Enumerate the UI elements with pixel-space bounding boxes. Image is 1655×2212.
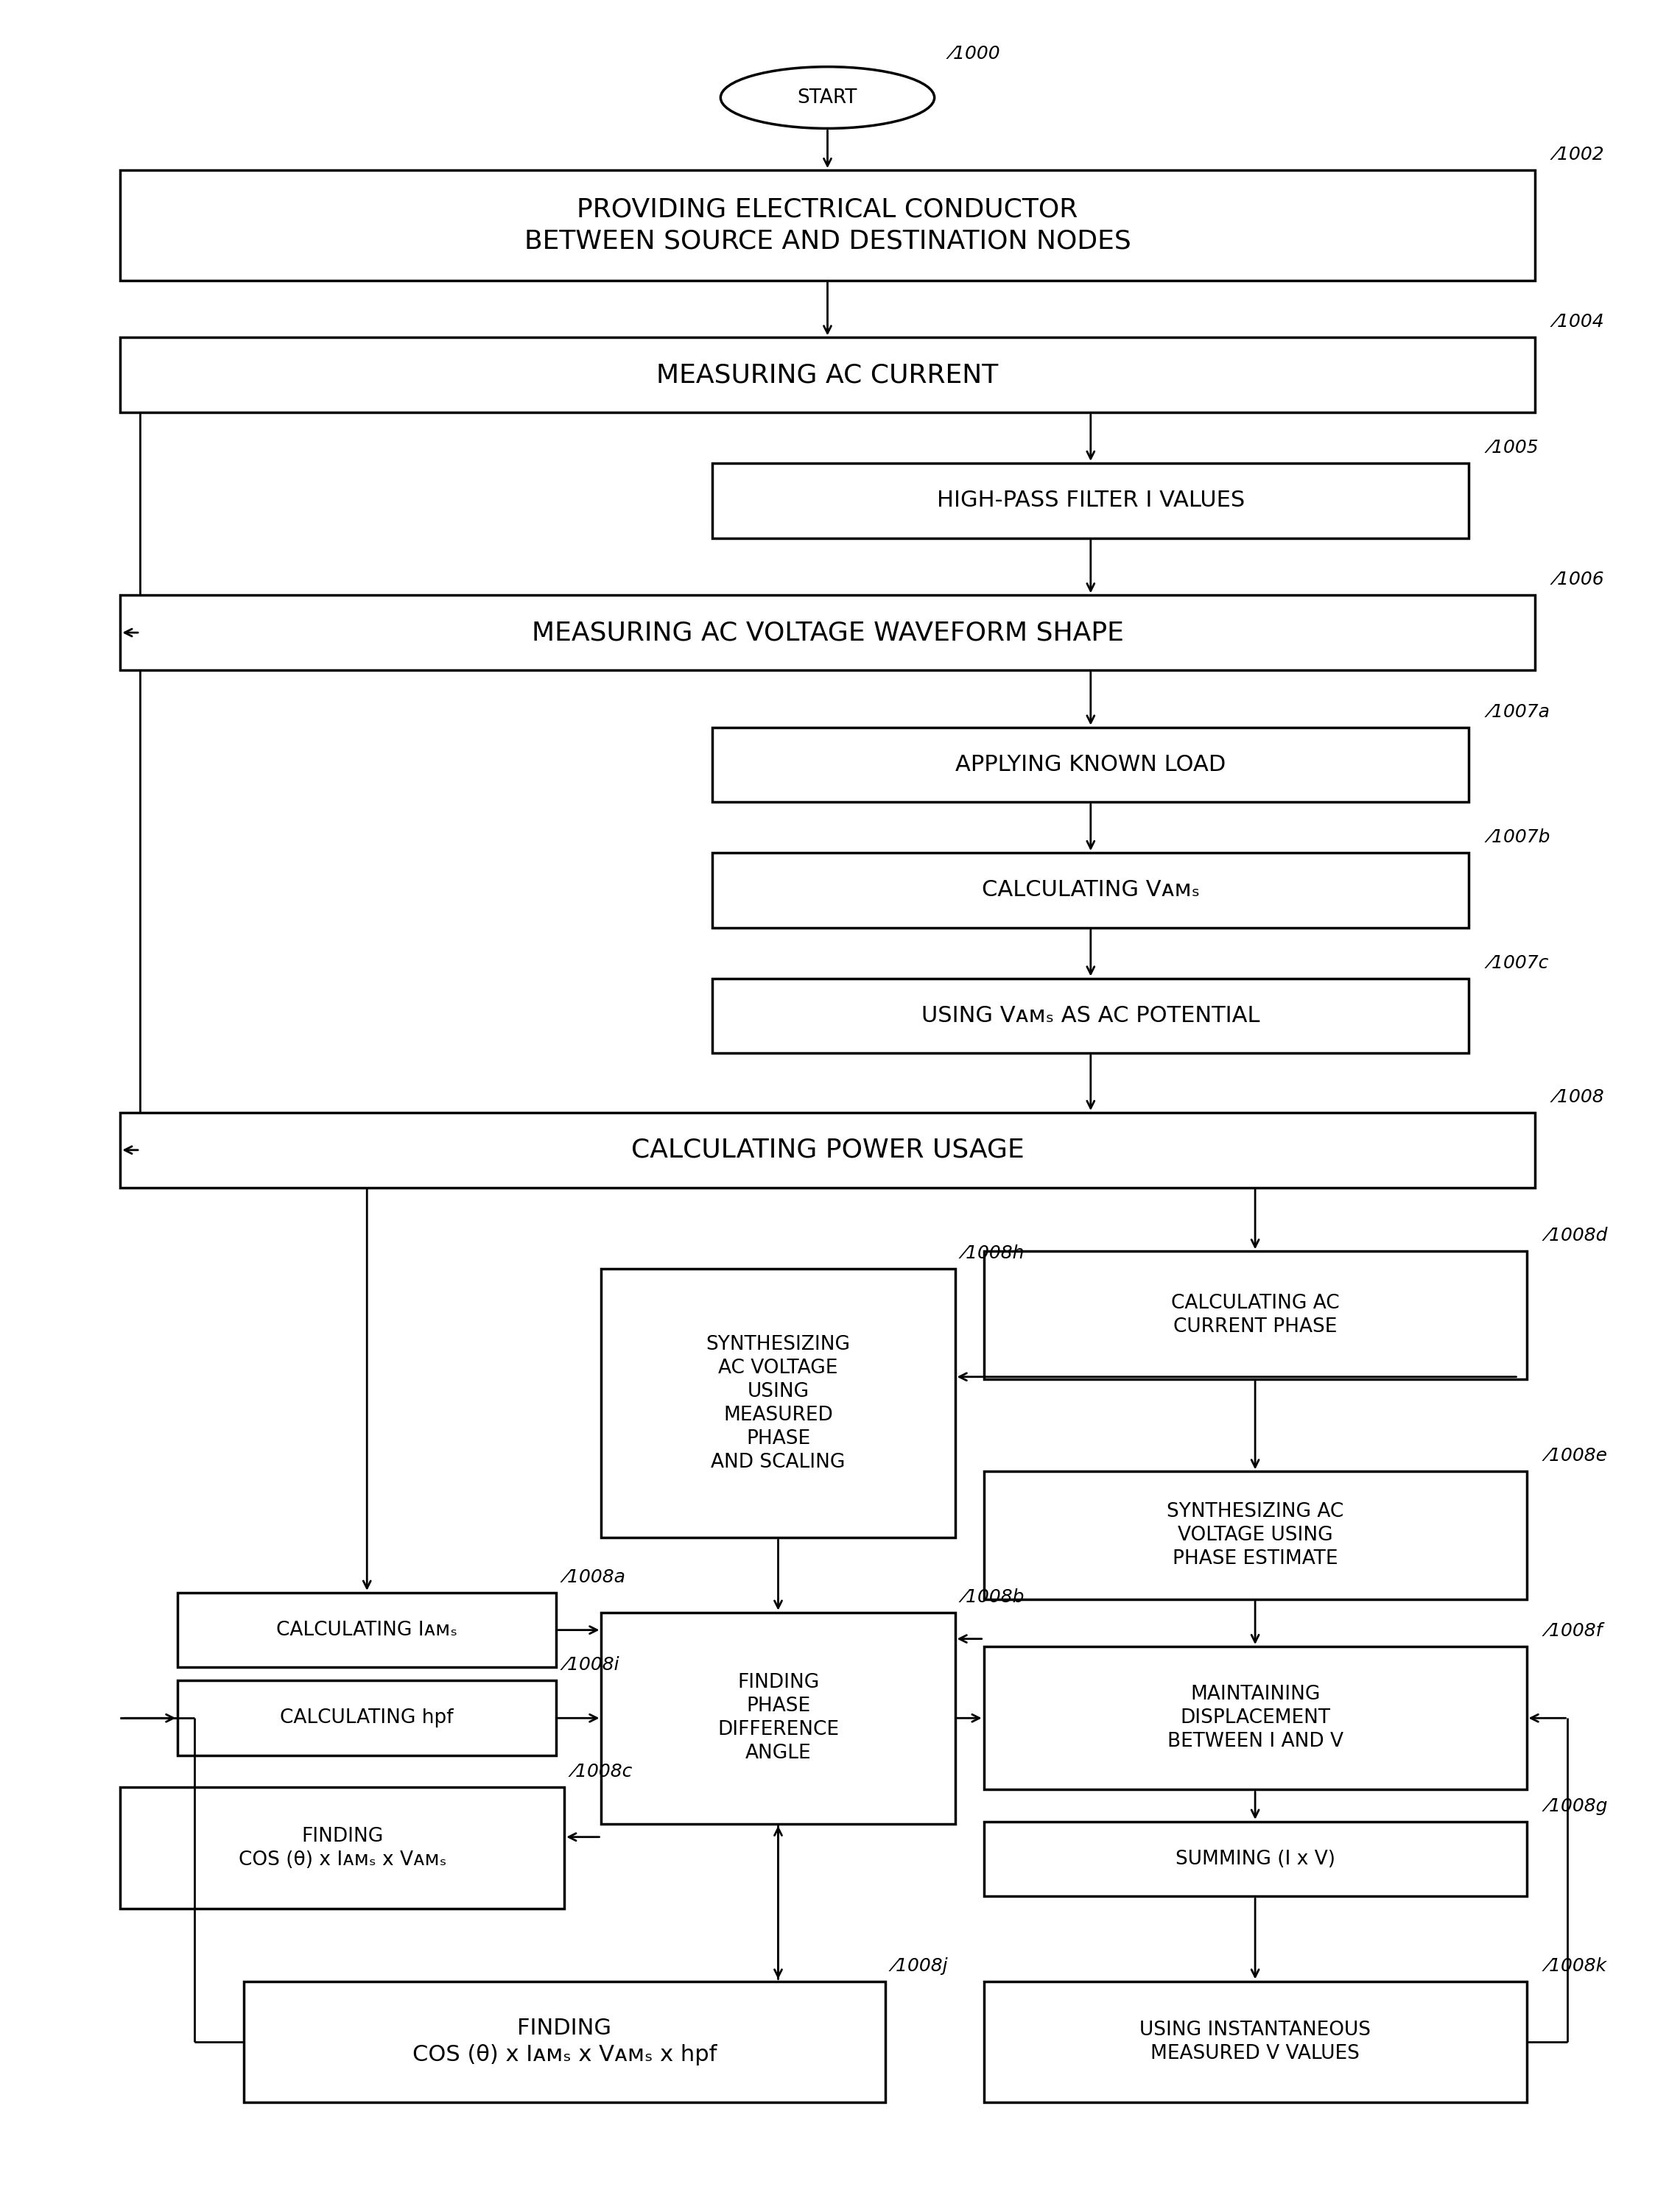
- Text: ⁄1008f: ⁄1008f: [1546, 1621, 1602, 1639]
- Text: ⁄1008b: ⁄1008b: [963, 1588, 1024, 1606]
- Text: ⁄1008g: ⁄1008g: [1546, 1798, 1607, 1816]
- Text: ⁄1008a: ⁄1008a: [564, 1568, 626, 1586]
- Text: SUMMING (I x V): SUMMING (I x V): [1175, 1849, 1336, 1869]
- FancyBboxPatch shape: [177, 1681, 556, 1756]
- Text: ⁄1007b: ⁄1007b: [1490, 830, 1551, 847]
- Text: USING Vᴀᴍₛ AS AC POTENTIAL: USING Vᴀᴍₛ AS AC POTENTIAL: [922, 1004, 1259, 1026]
- FancyBboxPatch shape: [712, 854, 1470, 927]
- FancyBboxPatch shape: [121, 338, 1534, 411]
- Text: PROVIDING ELECTRICAL CONDUCTOR
BETWEEN SOURCE AND DESTINATION NODES: PROVIDING ELECTRICAL CONDUCTOR BETWEEN S…: [525, 197, 1130, 254]
- Text: APPLYING KNOWN LOAD: APPLYING KNOWN LOAD: [955, 754, 1226, 776]
- Text: MEASURING AC CURRENT: MEASURING AC CURRENT: [657, 363, 998, 387]
- Text: SYNTHESIZING
AC VOLTAGE
USING
MEASURED
PHASE
AND SCALING: SYNTHESIZING AC VOLTAGE USING MEASURED P…: [707, 1334, 851, 1471]
- FancyBboxPatch shape: [121, 595, 1534, 670]
- Text: CALCULATING POWER USAGE: CALCULATING POWER USAGE: [631, 1137, 1024, 1164]
- Text: SYNTHESIZING AC
VOLTAGE USING
PHASE ESTIMATE: SYNTHESIZING AC VOLTAGE USING PHASE ESTI…: [1167, 1502, 1344, 1568]
- FancyBboxPatch shape: [121, 1113, 1534, 1188]
- Text: ⁄1006: ⁄1006: [1554, 571, 1604, 588]
- FancyBboxPatch shape: [712, 728, 1470, 803]
- Text: MAINTAINING
DISPLACEMENT
BETWEEN I AND V: MAINTAINING DISPLACEMENT BETWEEN I AND V: [1167, 1686, 1344, 1752]
- Text: ⁄1000: ⁄1000: [952, 44, 1001, 62]
- Text: MEASURING AC VOLTAGE WAVEFORM SHAPE: MEASURING AC VOLTAGE WAVEFORM SHAPE: [531, 619, 1124, 646]
- FancyBboxPatch shape: [712, 462, 1470, 538]
- Ellipse shape: [720, 66, 935, 128]
- Text: FINDING
COS (θ) x Iᴀᴍₛ x Vᴀᴍₛ x hpf: FINDING COS (θ) x Iᴀᴍₛ x Vᴀᴍₛ x hpf: [412, 2017, 717, 2066]
- Text: ⁄1008k: ⁄1008k: [1546, 1958, 1607, 1975]
- Text: FINDING
PHASE
DIFFERENCE
ANGLE: FINDING PHASE DIFFERENCE ANGLE: [717, 1672, 839, 1763]
- FancyBboxPatch shape: [121, 1787, 564, 1909]
- Text: USING INSTANTANEOUS
MEASURED V VALUES: USING INSTANTANEOUS MEASURED V VALUES: [1140, 2020, 1370, 2064]
- FancyBboxPatch shape: [243, 1982, 885, 2101]
- Text: ⁄1008e: ⁄1008e: [1546, 1447, 1607, 1464]
- Text: ⁄1008i: ⁄1008i: [564, 1657, 619, 1674]
- Text: ⁄1002: ⁄1002: [1554, 146, 1604, 164]
- FancyBboxPatch shape: [712, 978, 1470, 1053]
- Text: ⁄1008j: ⁄1008j: [894, 1958, 948, 1975]
- FancyBboxPatch shape: [983, 1820, 1526, 1896]
- Text: ⁄1008c: ⁄1008c: [573, 1763, 632, 1781]
- Text: FINDING
COS (θ) x Iᴀᴍₛ x Vᴀᴍₛ: FINDING COS (θ) x Iᴀᴍₛ x Vᴀᴍₛ: [238, 1827, 447, 1869]
- FancyBboxPatch shape: [983, 1982, 1526, 2101]
- Text: CALCULATING hpf: CALCULATING hpf: [280, 1708, 453, 1728]
- Text: ⁄1004: ⁄1004: [1554, 314, 1604, 332]
- FancyBboxPatch shape: [121, 170, 1534, 281]
- FancyBboxPatch shape: [983, 1646, 1526, 1790]
- FancyBboxPatch shape: [983, 1471, 1526, 1599]
- Text: ⁄1008: ⁄1008: [1554, 1088, 1604, 1106]
- Text: ⁄1007c: ⁄1007c: [1490, 953, 1549, 971]
- Text: START: START: [798, 88, 857, 106]
- Text: ⁄1008d: ⁄1008d: [1546, 1228, 1607, 1245]
- FancyBboxPatch shape: [601, 1270, 955, 1537]
- FancyBboxPatch shape: [177, 1593, 556, 1668]
- Text: CALCULATING Iᴀᴍₛ: CALCULATING Iᴀᴍₛ: [276, 1621, 457, 1639]
- FancyBboxPatch shape: [601, 1613, 955, 1823]
- Text: CALCULATING Vᴀᴍₛ: CALCULATING Vᴀᴍₛ: [981, 880, 1200, 900]
- Text: CALCULATING AC
CURRENT PHASE: CALCULATING AC CURRENT PHASE: [1172, 1294, 1339, 1336]
- Text: ⁄1008h: ⁄1008h: [963, 1245, 1024, 1263]
- Text: ⁄1007a: ⁄1007a: [1490, 703, 1549, 721]
- Text: HIGH-PASS FILTER I VALUES: HIGH-PASS FILTER I VALUES: [937, 489, 1245, 511]
- Text: ⁄1005: ⁄1005: [1490, 438, 1539, 456]
- FancyBboxPatch shape: [983, 1252, 1526, 1378]
